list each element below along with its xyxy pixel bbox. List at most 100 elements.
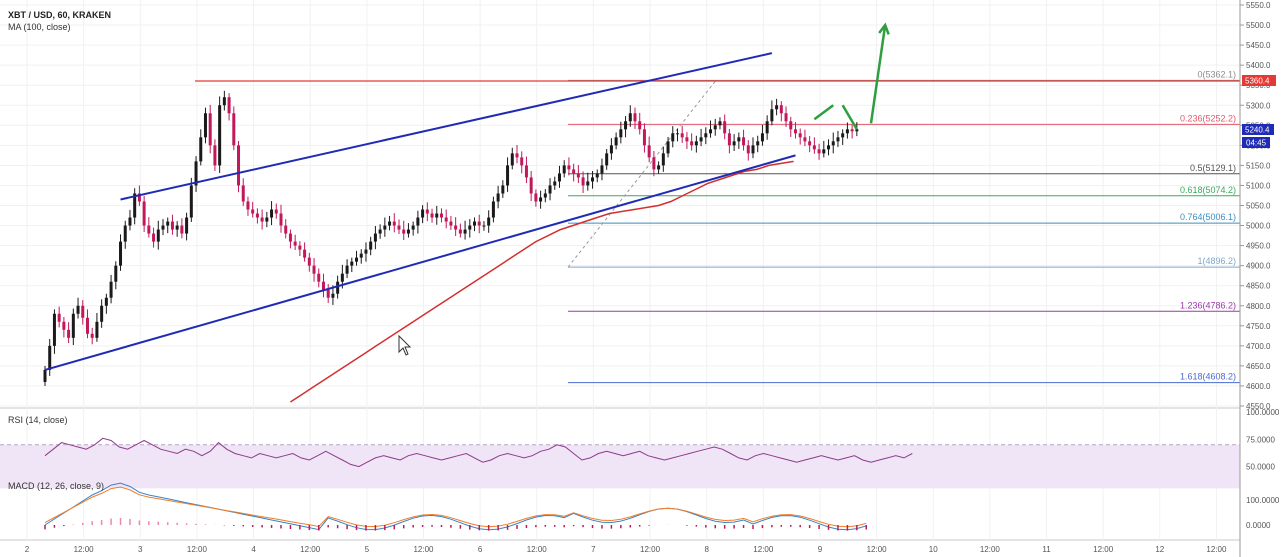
candle-body	[218, 105, 222, 166]
candlestick	[425, 202, 429, 222]
candlestick	[506, 157, 510, 192]
candlestick	[161, 219, 165, 236]
price-tick-label: 5450.0	[1246, 41, 1271, 50]
candlestick	[265, 211, 269, 228]
candle-body	[208, 113, 212, 146]
candle-body	[260, 217, 264, 222]
time-tick-label: 12	[1155, 545, 1164, 554]
price-tick-label: 5300.0	[1246, 101, 1271, 110]
macd-legend[interactable]: MACD (12, 26, close, 9)	[8, 481, 104, 491]
time-tick-label: 12:00	[527, 545, 548, 554]
candlestick	[147, 217, 151, 238]
candle-body	[213, 145, 217, 166]
candle-body	[553, 181, 557, 186]
candlestick	[718, 117, 722, 130]
candle-body	[638, 121, 642, 130]
candle-body	[595, 173, 599, 178]
candle-body	[331, 293, 335, 298]
candle-body	[661, 153, 665, 166]
fib-level-label: 1.236(4786.2)	[1180, 300, 1236, 310]
candle-body	[543, 193, 547, 198]
candle-body	[633, 113, 637, 122]
candle-body	[383, 225, 387, 230]
candle-body	[270, 209, 274, 218]
candle-body	[194, 161, 198, 186]
candlestick	[482, 221, 486, 231]
candlestick	[350, 257, 354, 273]
candle-body	[52, 313, 56, 346]
candle-body	[473, 221, 477, 226]
candle-body	[227, 97, 231, 114]
candle-body	[850, 129, 854, 132]
price-tick-label: 4800.0	[1246, 302, 1271, 311]
candle-body	[307, 257, 311, 266]
candle-body	[109, 281, 113, 298]
candle-body	[288, 233, 292, 242]
candlestick	[416, 210, 420, 234]
rsi-pane[interactable]	[0, 437, 1240, 489]
candle-body	[496, 193, 500, 202]
candle-body	[359, 253, 363, 258]
candle-body	[746, 145, 750, 154]
candlestick	[298, 241, 302, 257]
candlestick	[836, 130, 840, 147]
price-candles	[43, 90, 859, 386]
candlestick	[156, 220, 160, 250]
fib-trend-line	[567, 80, 717, 268]
drawing-overlays[interactable]	[44, 22, 1240, 403]
candle-body	[671, 133, 675, 142]
candle-body	[609, 145, 613, 154]
candlestick	[213, 139, 217, 172]
candlestick	[812, 137, 816, 154]
candle-body	[48, 345, 52, 370]
candle-body	[581, 177, 585, 186]
candle-body	[100, 305, 104, 322]
time-tick-label: 8	[704, 545, 709, 554]
candlestick	[114, 261, 118, 290]
candlestick	[690, 133, 694, 151]
candlestick	[737, 132, 741, 149]
candlestick	[270, 201, 274, 226]
time-tick-label: 10	[929, 545, 938, 554]
candle-body	[81, 305, 85, 318]
time-tick-label: 5	[365, 545, 370, 554]
macd-tick-label: 0.0000	[1246, 521, 1271, 530]
time-tick-label: 2	[25, 545, 30, 554]
price-axis[interactable]: 5550.05500.05450.05400.05350.05300.05250…	[1239, 0, 1280, 557]
candlestick	[543, 189, 547, 203]
candle-body	[147, 225, 151, 234]
candle-body	[119, 241, 123, 266]
rsi-legend[interactable]: RSI (14, close)	[8, 415, 68, 425]
candlestick	[841, 129, 845, 145]
candle-body	[203, 113, 207, 138]
candlestick	[553, 176, 557, 190]
candlestick	[652, 150, 656, 177]
candlestick	[355, 250, 359, 266]
candle-body	[605, 153, 609, 166]
mouse-cursor-icon	[398, 334, 412, 356]
candlestick	[675, 128, 679, 142]
candle-body	[572, 169, 576, 174]
candlestick	[52, 309, 56, 354]
candlestick	[775, 98, 779, 116]
fibonacci-retracement[interactable]: 0(5362.1) 0.236(5252.2) 0.5(5129.1) 0.618(5…	[567, 69, 1240, 384]
candle-body	[355, 257, 359, 262]
candle-body	[591, 177, 595, 182]
ma-legend[interactable]: MA (100, close)	[8, 22, 71, 32]
candlestick	[831, 132, 835, 154]
candle-body	[586, 181, 590, 186]
candle-body	[709, 129, 713, 134]
candle-body	[803, 137, 807, 142]
candlestick	[539, 190, 543, 209]
macd-pane[interactable]	[44, 482, 868, 531]
candlestick	[81, 300, 85, 325]
candle-body	[737, 137, 741, 142]
candlestick	[67, 322, 71, 344]
candle-body	[628, 113, 632, 122]
candlestick	[765, 115, 769, 140]
time-axis[interactable]: 2 12:00 3 12:00 4 12:00 5 12:00 6 12:00 7 12:00 8 12:…	[25, 545, 1227, 554]
candlestick	[142, 195, 146, 232]
candle-body	[742, 137, 746, 146]
candlestick	[666, 136, 670, 158]
